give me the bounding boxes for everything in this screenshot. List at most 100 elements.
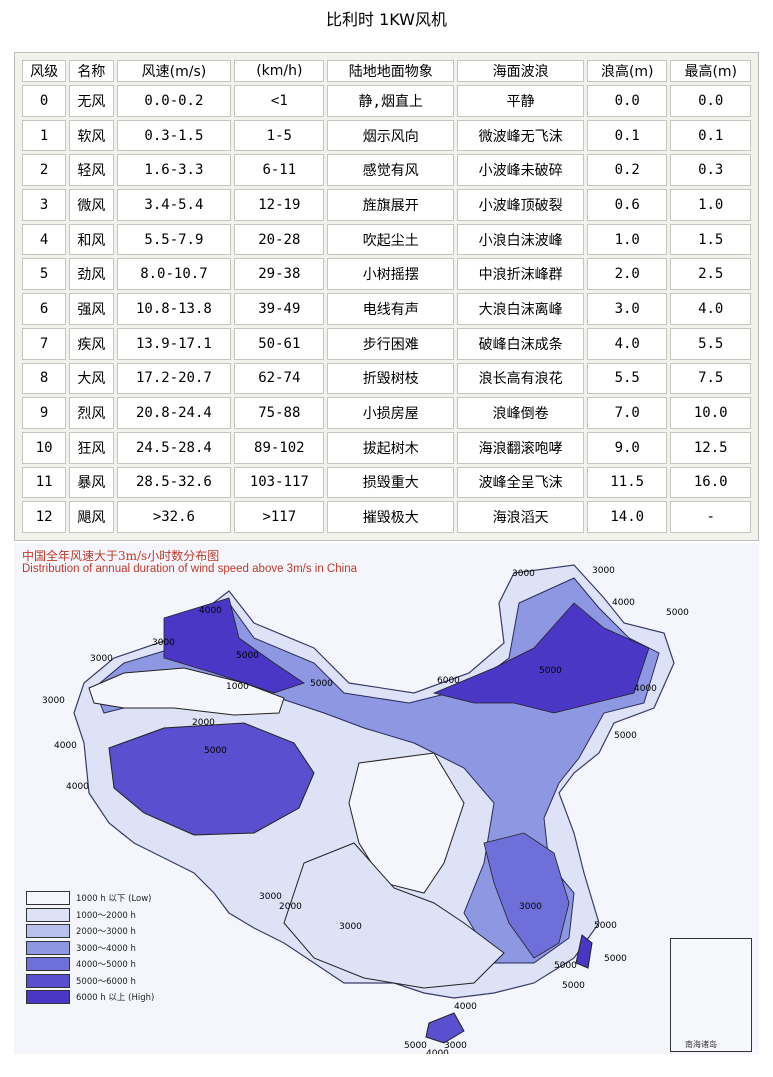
table-cell: 损毁重大 bbox=[327, 466, 455, 499]
table-cell: >32.6 bbox=[116, 501, 232, 533]
table-cell: 4.0 bbox=[587, 327, 668, 360]
table-cell: 3.0 bbox=[587, 293, 668, 325]
legend-swatch bbox=[26, 891, 70, 906]
table-cell: 静,烟直上 bbox=[327, 85, 455, 117]
legend-label: 3000～4000 h bbox=[76, 943, 136, 954]
contour-label: 4000 bbox=[634, 684, 657, 694]
table-cell: 8.0-10.7 bbox=[116, 258, 232, 291]
band-south-light bbox=[283, 842, 505, 989]
table-cell: 海浪翻滚咆哮 bbox=[457, 431, 584, 464]
table-cell: 软风 bbox=[69, 119, 114, 152]
table-cell: 大风 bbox=[69, 362, 114, 395]
table-cell: 1-5 bbox=[234, 119, 325, 152]
table-row: 5 劲风 8.0-10.7 29-38 小树摇摆 中浪折沫峰群 2.0 2.5 bbox=[22, 258, 751, 291]
column-header: 名称 bbox=[69, 60, 114, 82]
table-cell: 75-88 bbox=[234, 397, 325, 429]
table-cell: 7.5 bbox=[670, 362, 751, 395]
table-cell: 电线有声 bbox=[327, 293, 455, 325]
table-header-row: 风级 名称 风速(m/s) (km/h) 陆地地面物象 海面波浪 浪高(m) 最高(m) bbox=[22, 60, 751, 82]
legend-item: 6000 h 以上 (High) bbox=[26, 989, 154, 1006]
table-cell: 平静 bbox=[457, 85, 584, 117]
table-cell: 12-19 bbox=[234, 189, 325, 221]
table-cell: 2.0 bbox=[587, 258, 668, 291]
contour-label: 3000 bbox=[259, 892, 282, 902]
table-cell: 烟示风向 bbox=[327, 119, 455, 152]
legend-label: 1000～2000 h bbox=[76, 910, 136, 921]
legend-item: 2000～3000 h bbox=[26, 923, 154, 940]
legend-swatch bbox=[26, 973, 70, 988]
table-row: 3 微风 3.4-5.4 12-19 旌旗展开 小波峰顶破裂 0.6 1.0 bbox=[22, 189, 751, 221]
wind-duration-map: 中国全年风速大于3m/s小时数分布图 Distribution of annua… bbox=[14, 543, 759, 1054]
legend-item: 1000～2000 h bbox=[26, 907, 154, 924]
band-southeast bbox=[483, 832, 570, 959]
table-cell: 步行困难 bbox=[327, 327, 455, 360]
band-tarim-low bbox=[88, 667, 285, 716]
table-cell: 大浪白沫离峰 bbox=[457, 293, 584, 325]
south-china-sea-inset: 南海诸岛 bbox=[670, 938, 752, 1052]
legend-label: 1000 h 以下 (Low) bbox=[76, 894, 152, 905]
table-row: 1 软风 0.3-1.5 1-5 烟示风向 微波峰无飞沫 0.1 0.1 bbox=[22, 119, 751, 152]
table-cell: 0.0-0.2 bbox=[116, 85, 232, 117]
contour-label: 3000 bbox=[512, 569, 535, 579]
table-cell: 小树摇摆 bbox=[327, 258, 455, 291]
table-cell: 10 bbox=[22, 431, 67, 464]
table-cell: 中浪折沫峰群 bbox=[457, 258, 584, 291]
table-cell: 0.0 bbox=[587, 85, 668, 117]
table-cell: 0.6 bbox=[587, 189, 668, 221]
legend-label: 2000～3000 h bbox=[76, 927, 136, 938]
band-5000 bbox=[108, 722, 315, 836]
table-cell: 9 bbox=[22, 397, 67, 429]
table-cell: 无风 bbox=[69, 85, 114, 117]
table-cell: 0.2 bbox=[587, 154, 668, 187]
table-cell: 破峰白沫成条 bbox=[457, 327, 584, 360]
legend-label: 4000～5000 h bbox=[76, 960, 136, 971]
contour-label: 3000 bbox=[519, 902, 542, 912]
hainan-island bbox=[425, 1012, 465, 1044]
table-cell: 1.5 bbox=[670, 223, 751, 256]
table-cell: 14.0 bbox=[587, 501, 668, 533]
table-cell: 浪峰倒卷 bbox=[457, 397, 584, 429]
table-cell: - bbox=[670, 501, 751, 533]
table-cell: 烈风 bbox=[69, 397, 114, 429]
column-header: 浪高(m) bbox=[587, 60, 668, 82]
legend-label: 5000～6000 h bbox=[76, 976, 136, 987]
table-cell: 疾风 bbox=[69, 327, 114, 360]
table-cell: 89-102 bbox=[234, 431, 325, 464]
table-cell: 103-117 bbox=[234, 466, 325, 499]
contour-label: 4000 bbox=[426, 1049, 449, 1054]
table-cell: >117 bbox=[234, 501, 325, 533]
column-header: 最高(m) bbox=[670, 60, 751, 82]
china-map-figure: 1000 2000 3000 3000 3000 4000 4000 4000 … bbox=[42, 564, 689, 1054]
table-cell: 小损房屋 bbox=[327, 397, 455, 429]
legend-item: 3000～4000 h bbox=[26, 940, 154, 957]
contour-label: 5000 bbox=[666, 608, 689, 618]
table-cell: 飓风 bbox=[69, 501, 114, 533]
table-cell: 20-28 bbox=[234, 223, 325, 256]
table-cell: 0.3-1.5 bbox=[116, 119, 232, 152]
table-cell: 10.0 bbox=[670, 397, 751, 429]
table-cell: 50-61 bbox=[234, 327, 325, 360]
table-cell: 3 bbox=[22, 189, 67, 221]
table-cell: 5.5 bbox=[587, 362, 668, 395]
page-title: 比利时 1KW风机 bbox=[325, 10, 447, 29]
table-cell: 感觉有风 bbox=[327, 154, 455, 187]
contour-label: 4000 bbox=[66, 782, 89, 792]
table-cell: 拔起树木 bbox=[327, 431, 455, 464]
table-cell: 12.5 bbox=[670, 431, 751, 464]
table-cell: 6-11 bbox=[234, 154, 325, 187]
table-row: 9 烈风 20.8-24.4 75-88 小损房屋 浪峰倒卷 7.0 10.0 bbox=[22, 397, 751, 429]
column-header: (km/h) bbox=[234, 60, 325, 82]
contour-label: 4000 bbox=[612, 598, 635, 608]
table-cell: 4 bbox=[22, 223, 67, 256]
legend-label: 6000 h 以上 (High) bbox=[76, 993, 155, 1004]
contour-label: 3000 bbox=[339, 922, 362, 932]
contour-label: 4000 bbox=[454, 1002, 477, 1012]
table-cell: 劲风 bbox=[69, 258, 114, 291]
table-cell: 11.5 bbox=[587, 466, 668, 499]
band-sichuan-low bbox=[348, 752, 465, 894]
table-cell: 和风 bbox=[69, 223, 114, 256]
table-cell: 1.0 bbox=[587, 223, 668, 256]
table-cell: 微风 bbox=[69, 189, 114, 221]
